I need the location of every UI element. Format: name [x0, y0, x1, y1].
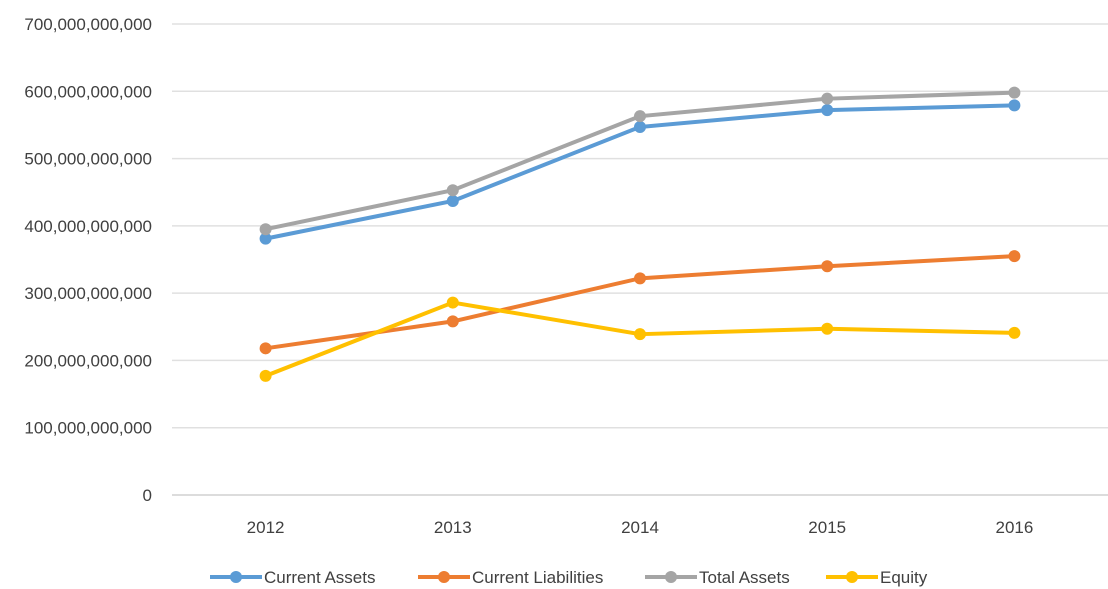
- y-axis-tick-labels: 0 100,000,000,000 200,000,000,000 300,000,0…: [24, 15, 152, 505]
- x-tick-label: 2012: [247, 518, 285, 537]
- legend-label: Total Assets: [699, 568, 790, 587]
- data-point: [821, 92, 834, 105]
- y-tick-label: 200,000,000,000: [24, 351, 152, 370]
- y-tick-label: 500,000,000,000: [24, 150, 152, 169]
- data-point: [259, 223, 272, 236]
- data-point: [259, 342, 272, 355]
- legend-item: Current Assets: [210, 568, 376, 587]
- x-tick-label: 2015: [808, 518, 846, 537]
- data-point: [259, 369, 272, 382]
- legend-marker-icon: [230, 571, 242, 583]
- data-point: [1008, 326, 1021, 339]
- series-current-liabilities: [259, 250, 1021, 355]
- series-total-assets: [259, 86, 1021, 236]
- y-tick-label: 700,000,000,000: [24, 15, 152, 34]
- legend-item: Current Liabilities: [418, 568, 603, 587]
- legend-item: Equity: [826, 568, 928, 587]
- y-tick-label: 300,000,000,000: [24, 284, 152, 303]
- series-current-assets: [259, 99, 1021, 245]
- legend-label: Current Liabilities: [472, 568, 603, 587]
- data-point: [821, 104, 834, 117]
- data-point: [1008, 86, 1021, 99]
- data-point: [446, 315, 459, 328]
- data-point: [446, 194, 459, 207]
- series-lines: [259, 86, 1021, 382]
- x-tick-label: 2013: [434, 518, 472, 537]
- legend-marker-icon: [846, 571, 858, 583]
- data-point: [634, 328, 646, 341]
- data-point: [634, 272, 646, 285]
- data-point: [821, 260, 834, 273]
- legend-marker-icon: [665, 571, 677, 583]
- legend-label: Current Assets: [264, 568, 376, 587]
- data-point: [821, 322, 834, 335]
- y-tick-label: 0: [143, 486, 152, 505]
- legend-label: Equity: [880, 568, 928, 587]
- data-point: [259, 232, 272, 245]
- x-axis-tick-labels: 2012 2013 2014 2015 2016: [247, 518, 1034, 537]
- x-tick-label: 2016: [995, 518, 1033, 537]
- y-tick-label: 100,000,000,000: [24, 419, 152, 438]
- series-equity: [259, 296, 1021, 382]
- legend-marker-icon: [438, 571, 450, 583]
- legend: Current Assets Current Liabilities Total A…: [210, 568, 928, 587]
- data-point: [1008, 99, 1021, 112]
- y-tick-label: 600,000,000,000: [24, 82, 152, 101]
- data-point: [634, 120, 646, 133]
- data-point: [446, 184, 459, 197]
- y-tick-label: 400,000,000,000: [24, 217, 152, 236]
- data-point: [446, 296, 459, 309]
- x-tick-label: 2014: [621, 518, 659, 537]
- legend-item: Total Assets: [645, 568, 790, 587]
- data-point: [634, 110, 646, 123]
- data-point: [1008, 250, 1021, 263]
